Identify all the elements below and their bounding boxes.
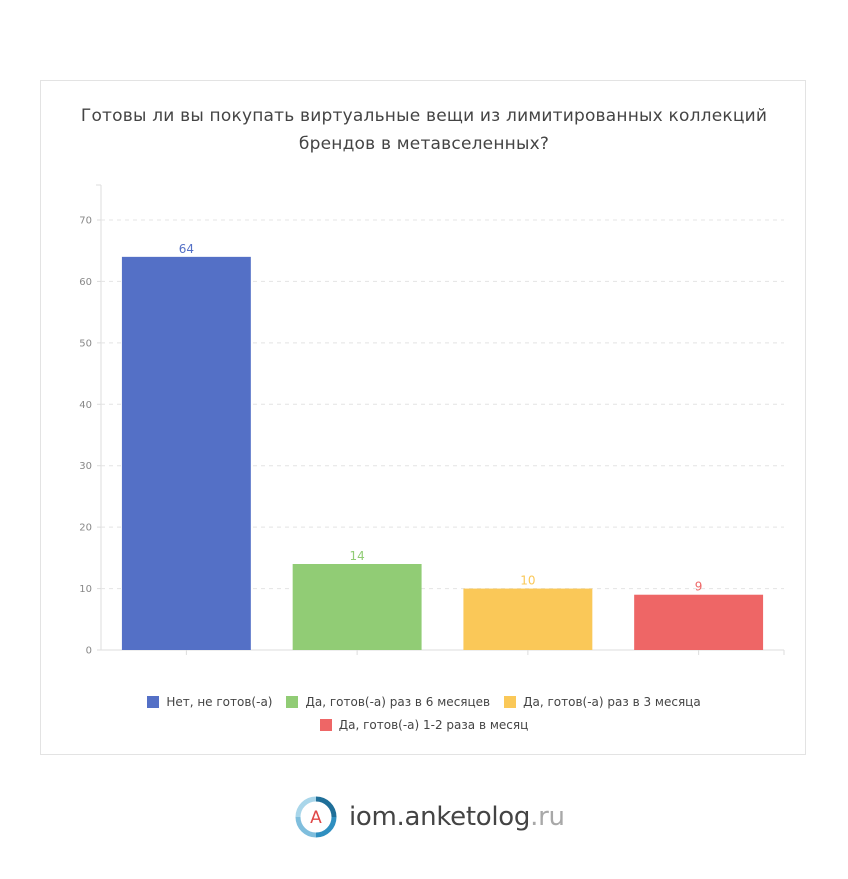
brand-tld: .ru bbox=[530, 802, 565, 832]
legend-row-1: Нет, не готов(-а) Да, готов(-а) раз в 6 … bbox=[0, 693, 848, 711]
legend-item[interactable]: Нет, не готов(-а) bbox=[147, 695, 272, 709]
bar bbox=[463, 588, 593, 650]
y-tick-label: 30 bbox=[79, 461, 92, 472]
legend-label: Да, готов(-а) раз в 6 месяцев bbox=[305, 695, 491, 709]
chart-title-line-2: брендов в метавселенных? bbox=[298, 134, 550, 154]
chart-title-line-1: Готовы ли вы покупать виртуальные вещи и… bbox=[80, 106, 768, 126]
data-label: 64 bbox=[179, 242, 194, 256]
bar bbox=[121, 256, 251, 650]
y-tick-label: 70 bbox=[79, 216, 92, 227]
legend-label: Да, готов(-а) 1-2 раза в месяц bbox=[338, 718, 529, 732]
legend-label: Нет, не готов(-а) bbox=[166, 695, 273, 709]
y-tick-label: 60 bbox=[79, 277, 92, 288]
legend-row-2: Да, готов(-а) 1-2 раза в месяц bbox=[0, 716, 848, 734]
legend-label: Да, готов(-а) раз в 3 месяца bbox=[523, 695, 701, 709]
logo-letter: A bbox=[310, 808, 322, 828]
chart-title: Готовы ли вы покупать виртуальные вещи и… bbox=[0, 102, 848, 158]
bar bbox=[292, 564, 422, 650]
legend-swatch bbox=[504, 696, 517, 708]
y-tick-label: 20 bbox=[79, 523, 92, 534]
anketolog-logo-icon: A bbox=[295, 796, 337, 838]
y-tick-label: 50 bbox=[79, 338, 92, 349]
data-label: 14 bbox=[349, 549, 364, 563]
y-tick-label: 0 bbox=[86, 646, 92, 657]
legend-item[interactable]: Да, готов(-а) 1-2 раза в месяц bbox=[319, 718, 529, 732]
legend-swatch bbox=[286, 696, 299, 708]
legend-swatch bbox=[147, 696, 160, 708]
chart-legend: Нет, не готов(-а) Да, готов(-а) раз в 6 … bbox=[0, 693, 848, 739]
legend-item[interactable]: Да, готов(-а) раз в 6 месяцев bbox=[286, 695, 490, 709]
y-tick-label: 10 bbox=[79, 584, 92, 595]
bar bbox=[634, 594, 764, 650]
data-label: 9 bbox=[695, 580, 703, 594]
y-tick-label: 40 bbox=[79, 400, 92, 411]
brand-footer[interactable]: A iom.anketolog.ru bbox=[292, 795, 565, 839]
legend-swatch bbox=[319, 719, 332, 731]
legend-item[interactable]: Да, готов(-а) раз в 3 месяца bbox=[504, 695, 701, 709]
brand-text: iom.anketolog.ru bbox=[349, 802, 565, 832]
brand-name: iom.anketolog bbox=[349, 802, 531, 832]
data-label: 10 bbox=[520, 574, 535, 588]
